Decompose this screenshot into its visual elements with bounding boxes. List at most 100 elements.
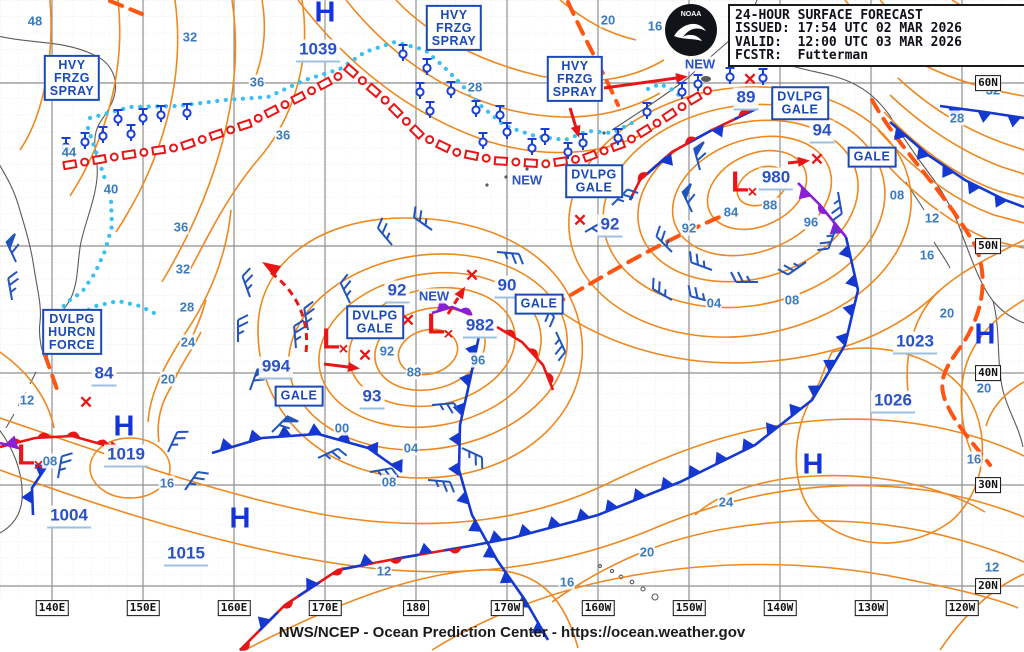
isobar-label: 08 [783, 292, 801, 308]
pressure-label: 94 [809, 120, 835, 144]
isobar-label: 32 [181, 29, 199, 45]
pressure-label: 994 [258, 356, 294, 380]
isobar-label: 36 [248, 74, 266, 90]
warning-label: HVY FRZG SPRAY [546, 55, 604, 103]
low-pressure-marker: L ✕ [427, 308, 454, 342]
forecast-forecaster: FCSTR: Futterman [735, 47, 869, 63]
isobar-label: 24 [179, 334, 197, 350]
new-system-label: NEW [511, 172, 543, 188]
isobar-label: 08 [888, 187, 906, 203]
pressure-label: 1026 [871, 390, 915, 414]
dissipating-front [62, 62, 712, 171]
longitude-label: 120W [945, 600, 979, 616]
pressure-label: 92 [384, 280, 410, 304]
isobar-label: 32 [174, 261, 192, 277]
pressure-label: 89 [733, 87, 759, 111]
latitude-label: 60N [975, 75, 1001, 91]
isobar-label: 84 [722, 204, 740, 220]
isobar-label: 28 [948, 110, 966, 126]
isobar-label: 12 [18, 392, 36, 408]
forecast-position-x: ✕ [809, 150, 825, 169]
forecast-position-x: ✕ [357, 346, 373, 365]
pressure-label: 92 [597, 214, 623, 238]
high-pressure-marker: H [229, 502, 251, 535]
isobar-label: 20 [975, 380, 993, 396]
pressure-label: 1019 [104, 444, 148, 468]
forecast-position-x: ✕ [400, 311, 416, 330]
trough-lines [43, 0, 992, 467]
isobar-label: 16 [646, 18, 664, 34]
isobar-label: 00 [333, 420, 351, 436]
pressure-label: 1004 [47, 505, 91, 529]
warning-label: GALE [847, 146, 897, 168]
longitude-label: 140E [35, 600, 69, 616]
forecast-position-x: ✕ [78, 393, 94, 412]
high-pressure-marker: H [314, 0, 336, 29]
high-pressure-marker: H [974, 318, 996, 351]
longitude-label: 170E [308, 600, 342, 616]
isobar-label: 12 [983, 559, 1001, 575]
isobar-label: 20 [938, 305, 956, 321]
longitude-label: 180 [403, 600, 429, 616]
forecast-issued: ISSUED: 17:54 UTC 02 MAR 2026 [735, 21, 962, 37]
noaa-logo-text: NOAA [681, 11, 702, 18]
isobar-label: 12 [923, 210, 941, 226]
isobar-label: 08 [41, 453, 59, 469]
low-pressure-marker: L ✕ [731, 166, 758, 200]
isobar-label: 96 [469, 352, 487, 368]
isobar-label: 96 [802, 214, 820, 230]
longitude-label: 150E [126, 600, 160, 616]
isobar-label: 24 [717, 494, 735, 510]
isobar-label: 12 [375, 563, 393, 579]
pressure-label: 1039 [296, 39, 340, 63]
isobar-label: 36 [172, 219, 190, 235]
latitude-label: 20N [975, 578, 1001, 594]
warning-label: GALE [274, 385, 324, 407]
warning-label: HVY FRZG SPRAY [425, 4, 483, 52]
isobar-label: 40 [102, 181, 120, 197]
warning-label: GALE [514, 293, 564, 315]
pressure-label: 93 [359, 386, 385, 410]
latitude-label: 40N [975, 365, 1001, 381]
forecast-position-x: ✕ [572, 211, 588, 230]
isobar-label: 04 [402, 440, 420, 456]
low-pressure-marker: L ✕ [17, 439, 44, 473]
isobar-label: 16 [158, 475, 176, 491]
forecast-title: 24-HOUR SURFACE FORECAST [735, 8, 923, 23]
isobar-label: 48 [26, 13, 44, 29]
longitude-label: 170W [490, 600, 524, 616]
fronts [0, 104, 1024, 651]
low-pressure-marker: L ✕ [322, 323, 349, 357]
forecast-position-x: ✕ [464, 266, 480, 285]
longitude-label: 130W [854, 600, 888, 616]
isobar-label: 20 [599, 12, 617, 28]
isobar-label: 08 [380, 474, 398, 490]
warning-label: DVLPG GALE [771, 86, 829, 120]
longitude-label: 160E [217, 600, 251, 616]
isobar-label: 92 [680, 220, 698, 236]
isobar-label: 92 [378, 343, 396, 359]
isobar-label: 16 [558, 574, 576, 590]
isobar-label: 16 [918, 247, 936, 263]
high-pressure-marker: H [802, 448, 824, 481]
longitude-label: 160W [581, 600, 615, 616]
isobar-label: 20 [638, 544, 656, 560]
isobar-label: 88 [405, 364, 423, 380]
new-system-label: NEW [418, 288, 450, 304]
pressure-label: 1023 [893, 331, 937, 355]
warning-label: DVLPG GALE [565, 164, 623, 198]
isobar-label: 28 [178, 299, 196, 315]
longitude-label: 150W [672, 600, 706, 616]
warning-label: HVY FRZG SPRAY [43, 54, 101, 102]
new-system-label: NEW [684, 56, 716, 72]
high-pressure-marker: H [113, 410, 135, 443]
longitude-label: 140W [763, 600, 797, 616]
isobar-label: 44 [60, 144, 78, 160]
pressure-label: 1015 [164, 543, 208, 567]
forecast-valid: VALID: 12:00 UTC 03 MAR 2026 [735, 34, 962, 50]
credit-line: NWS/NCEP - Ocean Prediction Center - htt… [278, 624, 746, 641]
isobar-label: 36 [274, 127, 292, 143]
